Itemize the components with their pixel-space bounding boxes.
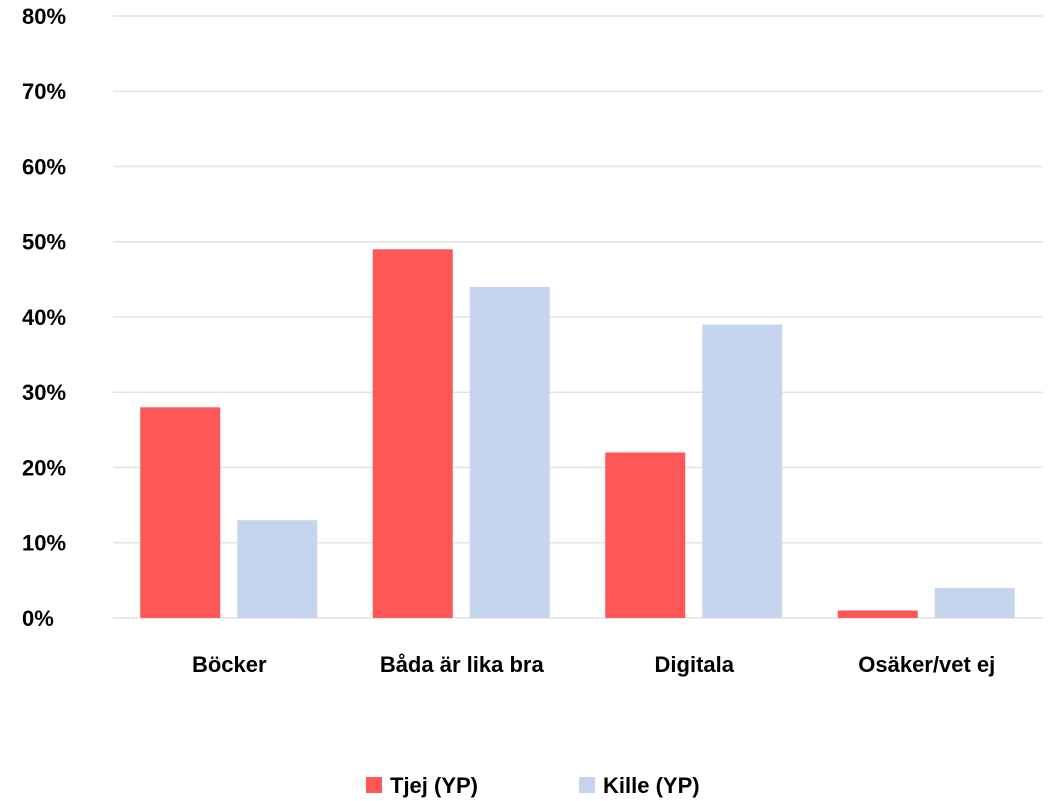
legend-swatch — [366, 777, 382, 793]
bar — [934, 587, 1015, 618]
bar — [605, 452, 686, 618]
bar — [837, 610, 918, 618]
legend-swatch — [579, 777, 595, 793]
y-tick-label: 50% — [22, 230, 66, 255]
bar — [237, 520, 318, 618]
y-tick-label: 30% — [22, 380, 66, 405]
y-tick-label: 10% — [22, 531, 66, 556]
x-tick-label: Böcker — [192, 652, 267, 677]
y-tick-label: 70% — [22, 79, 66, 104]
bar — [702, 324, 783, 618]
x-tick-label: Digitala — [655, 652, 735, 677]
legend-label: Tjej (YP) — [390, 773, 478, 798]
y-tick-label: 40% — [22, 305, 66, 330]
bar — [469, 286, 550, 618]
bar — [372, 249, 453, 618]
x-tick-label: Osäker/vet ej — [858, 652, 995, 677]
bar — [140, 407, 221, 618]
y-tick-label: 20% — [22, 455, 66, 480]
y-tick-label: 0% — [22, 606, 54, 631]
legend-label: Kille (YP) — [603, 773, 700, 798]
y-tick-label: 60% — [22, 154, 66, 179]
y-tick-label: 80% — [22, 4, 66, 29]
x-tick-label: Båda är lika bra — [380, 652, 545, 677]
